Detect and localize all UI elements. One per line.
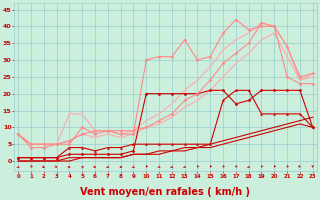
X-axis label: Vent moyen/en rafales ( km/h ): Vent moyen/en rafales ( km/h ) [80, 187, 251, 197]
